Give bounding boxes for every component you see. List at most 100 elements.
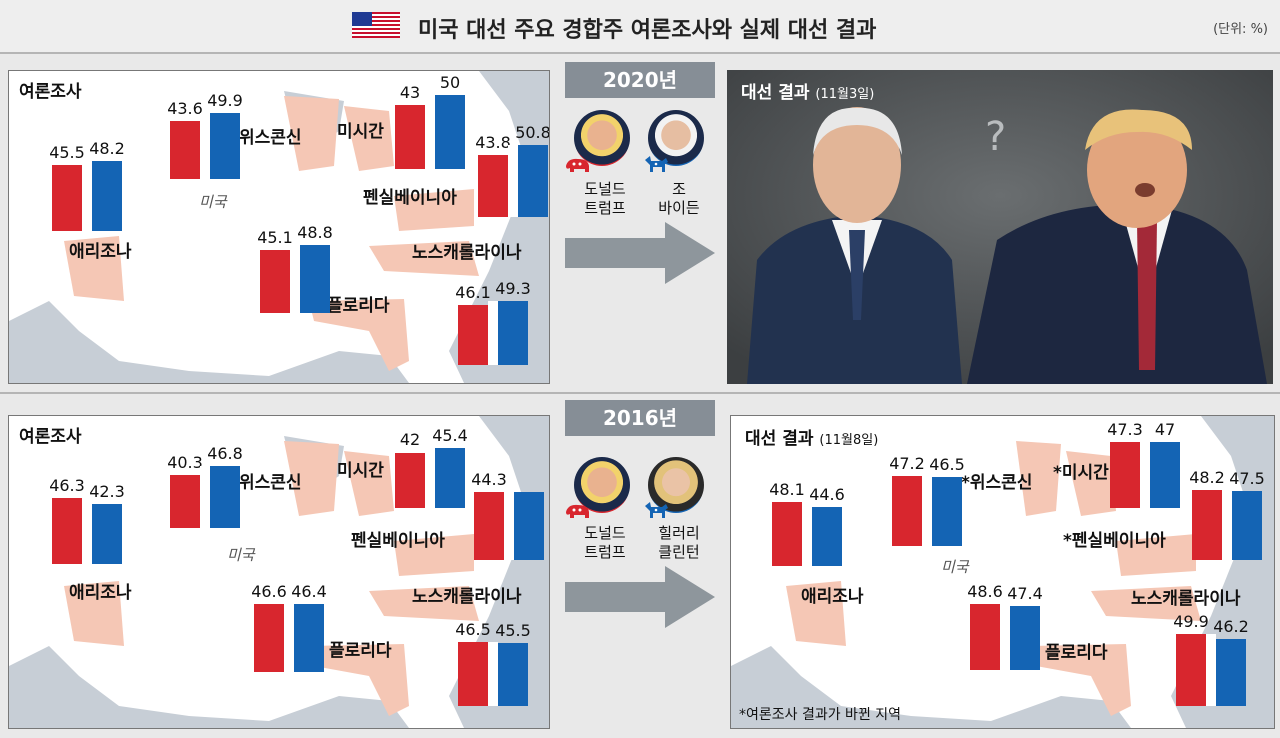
bar-gap (425, 448, 435, 508)
bar-group-chart0-north-carolina: 46.1 49.3 (453, 279, 533, 365)
bar-gap (504, 492, 514, 560)
bar-value-label: 46.4 (291, 582, 327, 602)
bar-democrat (498, 643, 528, 706)
bar-value-label: 43 (399, 83, 421, 103)
bar-group-chart2-florida: 48.6 47.4 (965, 582, 1045, 670)
bar-republican (52, 498, 82, 564)
bar-group-chart1-florida: 46.6 46.4 (249, 582, 329, 672)
state-label-arizona: 애리조나 (801, 587, 864, 607)
bar-democrat (1150, 442, 1180, 508)
bar-democrat (294, 604, 324, 672)
republican-elephant-icon (566, 504, 589, 518)
bar-value-label: 50.8 (515, 123, 550, 142)
bar-democrat (92, 503, 122, 564)
bar-democrat (932, 477, 962, 546)
bar-group-chart0-arizona: 45.5 48.2 (47, 139, 127, 231)
bar-democrat (812, 506, 842, 566)
bar-group-chart0-wisconsin: 43.6 49.9 (165, 91, 245, 179)
bar-value-label: 40.3 (167, 452, 203, 472)
bar-value-label: 49.3 (495, 279, 531, 298)
bar-republican (970, 604, 1000, 670)
bar-value-label: 45.1 (257, 228, 293, 248)
state-label-michigan: 미시간 (337, 461, 384, 481)
state-label-pennsylvania-changed: *펜실베이니아 (1063, 531, 1166, 551)
bar-gap (82, 498, 92, 564)
bar-group-chart2-michigan: 47.3 47 (1105, 420, 1185, 508)
state-label-florida: 플로리다 (329, 641, 392, 661)
year-label-2020: 2020년 (565, 62, 715, 98)
bar-value-label: 45.5 (495, 621, 531, 641)
poll-label: 여론조사 (19, 427, 82, 447)
bar-democrat (498, 301, 528, 365)
bar-gap (284, 604, 294, 672)
bar-democrat (210, 113, 240, 179)
bar-republican (458, 642, 488, 706)
country-label: 미국 (227, 546, 255, 564)
us-flag-icon (352, 12, 400, 38)
result-panel-2016: 대선 결과 (11월8일) 미국 애리조나 *위스콘신 *미시간 *펜실베이니아… (730, 415, 1275, 729)
state-label-wisconsin-changed: *위스콘신 (961, 473, 1033, 493)
bar-value-label: 43.8 (475, 132, 511, 152)
poll-panel-2016: 여론조사 미국 애리조나 위스콘신 미시간 펜실베이니아 플로리다 노스캐롤라이… (8, 415, 550, 729)
bar-value-label: 48.1 (769, 480, 805, 499)
bar-value-label: 49.9 (1173, 612, 1209, 631)
header: 미국 대선 주요 경합주 여론조사와 실제 대선 결과 (단위: %) (0, 0, 1280, 54)
democrat-donkey-icon (645, 156, 668, 172)
bar-democrat (1232, 491, 1262, 560)
bar-democrat (435, 448, 465, 508)
country-label: 미국 (941, 558, 969, 576)
question-mark: ? (985, 114, 1007, 160)
bar-republican (892, 476, 922, 546)
state-label-wisconsin: 위스콘신 (239, 473, 302, 493)
bar-republican (52, 164, 82, 231)
bar-value-label: 45.5 (49, 142, 85, 162)
bar-democrat (1216, 639, 1246, 706)
result-label: 대선 결과 (11월3일) (741, 83, 875, 103)
bar-republican (1110, 442, 1140, 508)
bar-value-label: 46.5 (929, 455, 965, 475)
bar-democrat (1010, 605, 1040, 670)
state-label-north-carolina: 노스캐롤라이나 (412, 587, 522, 607)
candidate-name-clinton: 힐러리 클린턴 (658, 524, 700, 561)
poll-panel-2020: 여론조사 미국 애리조나 위스콘신 미시간 펜실베이니아 플로리다 노스캐롤라이… (8, 70, 550, 384)
bar-group-chart1-arizona: 46.3 42.3 (47, 476, 127, 564)
bar-value-label: 47 (1154, 420, 1176, 440)
bar-value-label: 46.8 (207, 444, 243, 463)
bar-value-label: 43.6 (167, 99, 203, 119)
state-label-michigan-changed: *미시간 (1053, 463, 1109, 483)
bar-value-label: 50 (439, 73, 461, 92)
bar-value-label: 44.6 (809, 484, 845, 504)
bar-gap (425, 95, 435, 169)
bar-value-label: 48.2 (89, 139, 125, 158)
candidates-photo (727, 70, 1273, 384)
bar-value-label: 47.4 (1007, 583, 1043, 603)
democrat-donkey-icon (645, 502, 668, 518)
footnote: *여론조사 결과가 바뀐 지역 (739, 707, 902, 723)
trump-portrait (574, 110, 630, 166)
result-photo-2020: 대선 결과 (11월3일) ? (727, 70, 1273, 384)
right-arrow-icon (565, 222, 715, 284)
bar-democrat (300, 245, 330, 313)
bar-democrat (435, 95, 465, 169)
bar-gap (488, 642, 498, 706)
right-arrow-icon (565, 566, 715, 628)
bar-democrat (514, 492, 544, 560)
bar-value-label: 42.3 (89, 481, 125, 501)
bar-gap (290, 245, 300, 313)
state-label-north-carolina: 노스캐롤라이나 (412, 243, 522, 263)
bar-gap (200, 466, 210, 528)
bar-value-label: 46.5 (455, 620, 491, 639)
bar-gap (802, 502, 812, 566)
bar-value-label: 47.2 (889, 454, 925, 473)
bar-republican (170, 121, 200, 179)
bar-value-label: 46.3 (49, 476, 85, 495)
bar-group-chart1-north-carolina: 46.5 45.5 (453, 620, 533, 706)
bar-group-chart2-arizona: 48.1 44.6 (767, 480, 847, 566)
section-divider (0, 392, 1280, 394)
state-label-pennsylvania: 펜실베이니아 (351, 531, 445, 551)
bar-republican (1192, 490, 1222, 560)
bar-value-label: 47.3 (1107, 420, 1143, 439)
bar-republican (170, 474, 200, 528)
bar-value-label: 46.2 (1213, 617, 1249, 637)
year-label-2016: 2016년 (565, 400, 715, 436)
